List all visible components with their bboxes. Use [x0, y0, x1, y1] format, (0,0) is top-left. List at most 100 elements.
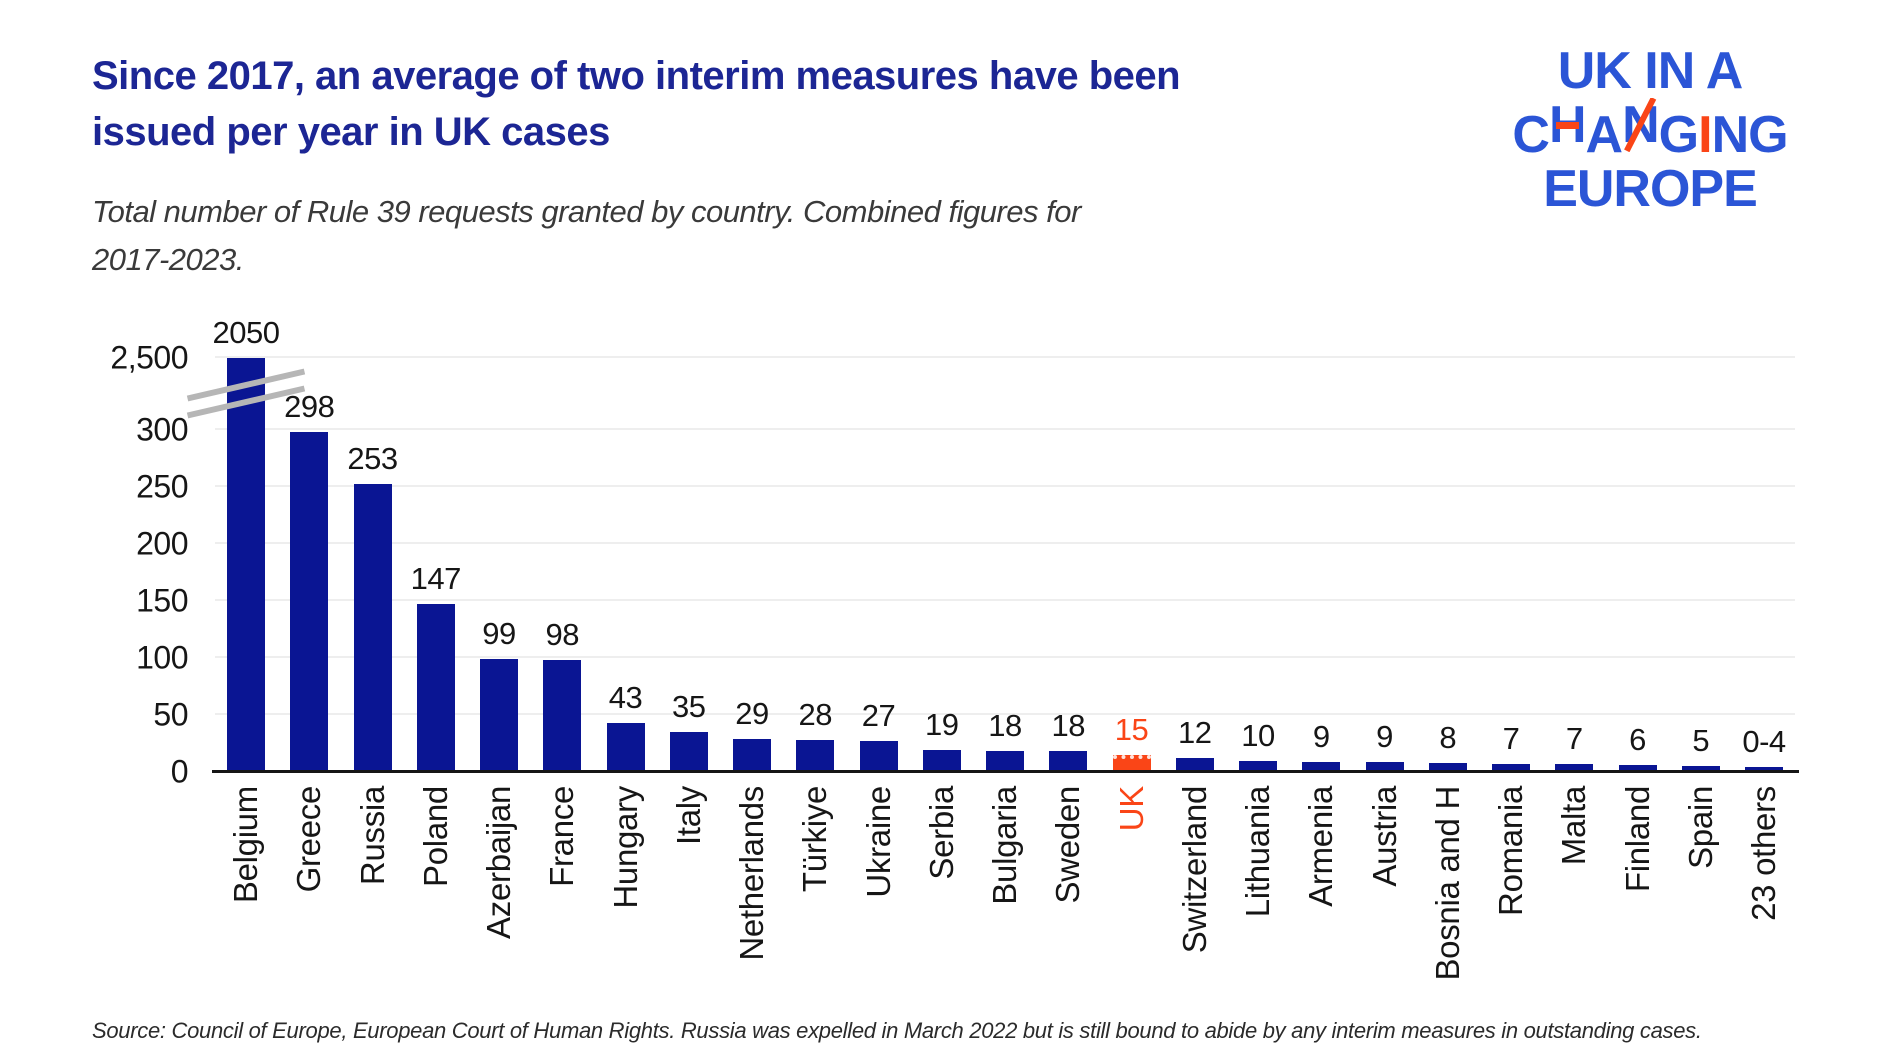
bar-column-romania: 7 [1480, 358, 1542, 772]
bar-column-finland: 6 [1607, 358, 1669, 772]
x-label-cell-netherlands: Netherlands [721, 786, 783, 1011]
bar-column-russia: 253 [342, 358, 404, 772]
x-label-cell-serbia: Serbia [911, 786, 973, 1011]
gridline [215, 599, 1795, 601]
value-label-italy: 35 [672, 689, 706, 725]
x-label-cell-france: France [531, 786, 593, 1011]
chart-subtitle-line1: Total number of Rule 39 requests granted… [92, 194, 1081, 229]
bar-ukraine [859, 741, 898, 772]
x-label-cell-azerbaijan: Azerbaijan [468, 786, 530, 1011]
x-label-france: France [543, 786, 581, 887]
bars: 2050 298 253 147 99 98 43 35 29 28 27 19 18 18 15 12 10 9… [213, 316, 1795, 772]
value-label-sweden: 18 [1051, 708, 1086, 744]
value-label-france: 98 [545, 617, 580, 653]
x-label-serbia: Serbia [922, 786, 960, 880]
gridline [215, 356, 1795, 358]
x-label-austria: Austria [1365, 786, 1403, 887]
x-label-lithuania: Lithuania [1239, 786, 1276, 918]
bar-belgium [227, 358, 265, 772]
bar-column-bosnia-and-h: 8 [1417, 358, 1479, 772]
x-label-cell-armenia: Armenia [1290, 786, 1352, 1011]
x-label-cell-lithuania: Lithuania [1227, 786, 1289, 1011]
logo-line-2: CHANGING [1490, 98, 1810, 162]
x-label-cell-russia: Russia [342, 786, 404, 1011]
bar-malta [1555, 764, 1594, 772]
bar-column-hungary: 43 [595, 358, 657, 772]
bar-column-armenia: 9 [1290, 358, 1352, 772]
value-label-serbia: 19 [925, 707, 959, 743]
value-label-ukraine: 27 [861, 698, 896, 734]
source-note: Source: Council of Europe, European Cour… [92, 1018, 1702, 1043]
logo-letter: I [1698, 106, 1712, 164]
value-label-azerbaijan: 99 [482, 616, 516, 652]
x-label-uk: UK [1112, 786, 1150, 832]
x-label-cell-greece: Greece [278, 786, 340, 1011]
y-tick-label: 50 [153, 696, 188, 733]
chart-subtitle: Total number of Rule 39 requests granted… [92, 188, 1081, 284]
bar-column-switzerland: 12 [1164, 358, 1226, 772]
x-label-cell-uk: UK [1101, 786, 1163, 1011]
gridline [215, 656, 1795, 658]
plot-area: 2050 298 253 147 99 98 43 35 29 28 27 19 18 18 15 12 10 9… [186, 316, 1799, 773]
bar-column-netherlands: 29 [721, 358, 783, 772]
gridline [215, 428, 1795, 430]
y-tick-label: 150 [136, 582, 188, 619]
value-label-spain: 5 [1692, 723, 1710, 759]
bar-bulgaria [986, 751, 1024, 772]
x-label-romania: Romania [1492, 786, 1529, 916]
x-label-cell-ukraine: Ukraine [848, 786, 910, 1011]
bar-column-23-others: 0-4 [1733, 358, 1795, 772]
x-label-cell-malta: Malta [1543, 786, 1605, 1011]
x-label-azerbaijan: Azerbaijan [480, 786, 517, 939]
x-label-cell-spain: Spain [1670, 786, 1732, 1011]
x-label-spain: Spain [1681, 786, 1719, 869]
bar-romania [1492, 764, 1530, 772]
value-label-greece: 298 [284, 389, 335, 425]
bar-column-azerbaijan: 99 [468, 358, 530, 772]
bar-lithuania [1239, 760, 1277, 772]
logo-line-3: EUROPE [1543, 160, 1758, 218]
value-label-t-rkiye: 28 [798, 697, 833, 733]
bar-switzerland [1175, 758, 1214, 772]
bar-netherlands [733, 738, 771, 772]
x-label-cell-poland: Poland [405, 786, 467, 1011]
bar-23-others [1745, 767, 1783, 772]
bar-column-austria: 9 [1354, 358, 1416, 772]
x-label-sweden: Sweden [1049, 786, 1087, 904]
x-label-cell-23-others: 23 others [1733, 786, 1795, 1011]
bar-france [543, 660, 582, 772]
bar-poland [416, 604, 455, 772]
bar-column-bulgaria: 18 [974, 358, 1036, 772]
value-label-lithuania: 10 [1241, 717, 1275, 753]
bar-italy [669, 732, 708, 772]
x-label-russia: Russia [353, 786, 391, 886]
x-label-cell-belgium: Belgium [215, 786, 277, 1011]
uk-in-a-changing-europe-logo: UK IN A CHANGING EUROPE [1490, 44, 1810, 216]
chart-title-line1: Since 2017, an average of two interim me… [92, 54, 1181, 98]
bar-column-malta: 7 [1543, 358, 1605, 772]
bar-bosnia-and-h [1428, 762, 1467, 772]
x-label-cell-italy: Italy [658, 786, 720, 1011]
bar-column-italy: 35 [658, 358, 720, 772]
x-axis-line [212, 770, 1799, 773]
logo-letter: N [1622, 98, 1659, 152]
x-label-cell-romania: Romania [1480, 786, 1542, 1011]
logo-letter: G [1658, 106, 1699, 164]
x-label-bulgaria: Bulgaria [986, 786, 1023, 905]
bar-column-poland: 147 [405, 358, 467, 772]
value-label-belgium: 2050 [212, 315, 280, 350]
x-label-cell-t-rkiye: Türkiye [784, 786, 846, 1011]
x-label-cell-sweden: Sweden [1037, 786, 1099, 1011]
y-tick-label: 100 [136, 639, 188, 676]
bar-greece [290, 432, 329, 772]
x-label-cell-bosnia-and-h: Bosnia and H [1417, 786, 1479, 1011]
bar-hungary [606, 722, 645, 772]
y-tick-label: 0 [170, 753, 189, 790]
chart-title-line2: issued per year in UK cases [92, 110, 610, 154]
x-label-t-rkiye: Türkiye [796, 786, 834, 893]
value-label-switzerland: 12 [1178, 715, 1212, 751]
x-label-cell-hungary: Hungary [595, 786, 657, 1011]
bar-finland [1618, 765, 1657, 772]
x-axis-labels: Belgium Greece Russia Poland Azerbaijan Franc… [215, 786, 1795, 1011]
bar-column-belgium: 2050 [213, 316, 280, 772]
